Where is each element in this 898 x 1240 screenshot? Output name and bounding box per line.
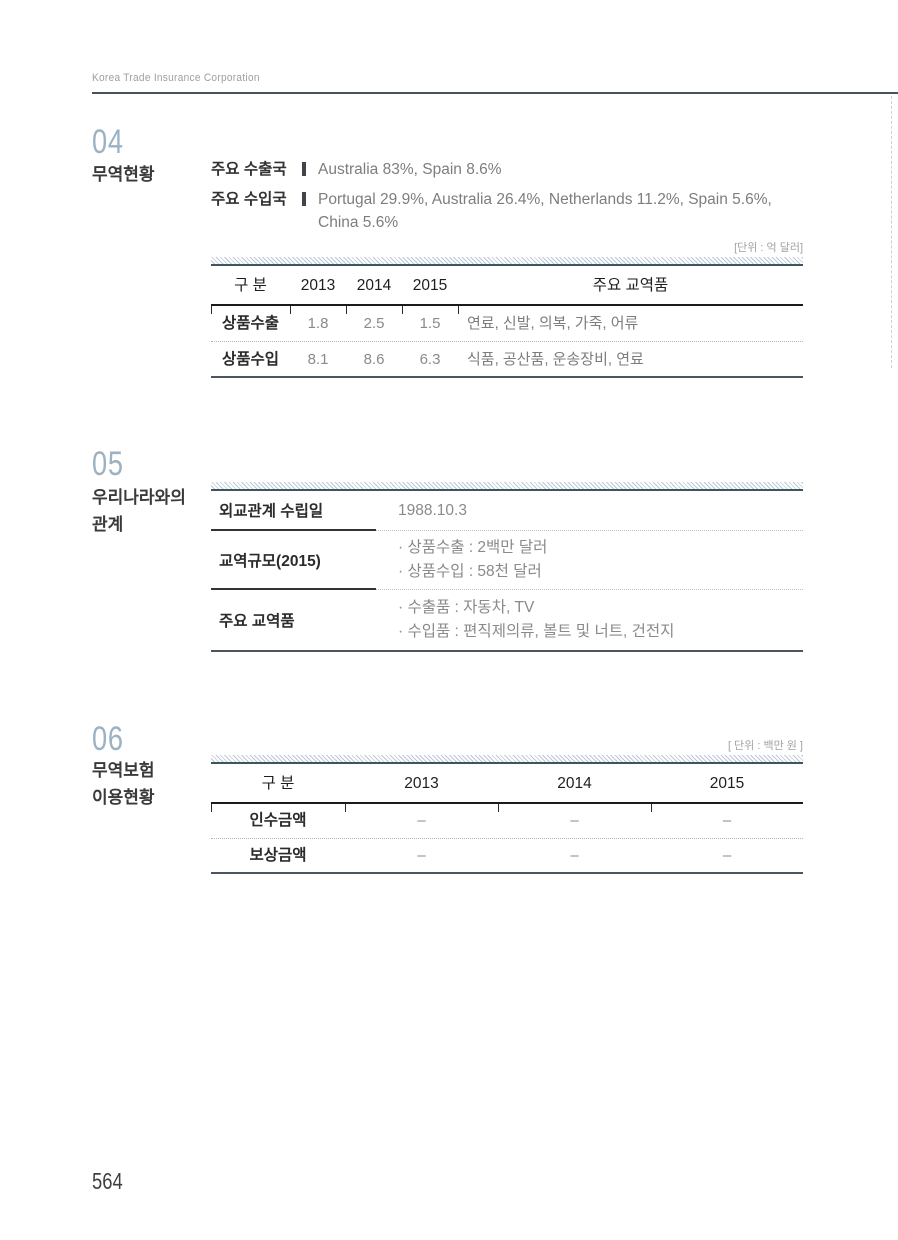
- table-row-main-goods: 주요 교역품 · 수출품 : 자동차, TV · 수입품 : 편직제의류, 볼트…: [211, 590, 803, 650]
- row-label: 보상금액: [249, 847, 307, 864]
- insurance-table-header-row: 구 분 2013 2014 2015: [211, 764, 803, 804]
- trade-volume-values: · 상품수출 : 2백만 달러 · 상품수입 : 58천 달러: [376, 531, 803, 590]
- column-header-2014: 2014: [356, 277, 392, 294]
- value-line: · 상품수출 : 2백만 달러: [398, 539, 548, 556]
- underwritten-2013-value: –: [417, 812, 426, 829]
- column-header-2015: 2015: [709, 775, 745, 792]
- export-countries-value: Australia 83%, Spain 8.6%: [318, 161, 502, 178]
- export-goods: 연료, 신발, 의복, 가죽, 어류: [467, 315, 639, 332]
- label-divider-bar: [302, 192, 306, 206]
- row-label: 교역규모(2015): [211, 531, 376, 590]
- value-line: · 상품수입 : 58천 달러: [398, 563, 542, 580]
- import-countries-value: Portugal 29.9%, Australia 26.4%, Netherl…: [318, 188, 772, 234]
- column-tick: [345, 804, 346, 812]
- import-2014-value: 8.6: [363, 351, 385, 368]
- table-row-trade-volume: 교역규모(2015) · 상품수출 : 2백만 달러 · 상품수입 : 58천 …: [211, 531, 803, 590]
- value-line: 1988.10.3: [398, 501, 467, 519]
- column-header-2013: 2013: [300, 277, 336, 294]
- table-row-compensation: 보상금액 – – –: [211, 838, 803, 872]
- column-tick: [498, 804, 499, 812]
- row-label: 외교관계 수립일: [211, 491, 376, 531]
- compensation-2013-value: –: [417, 847, 426, 864]
- section-06-title-line2: 이용현황: [92, 788, 155, 807]
- table-row-imports: 상품수입 8.1 8.6 6.3 식품, 공산품, 운송장비, 연료: [211, 341, 803, 376]
- import-2013-value: 8.1: [307, 351, 329, 368]
- row-label: 주요 교역품: [219, 613, 295, 630]
- header-divider: [92, 92, 898, 94]
- column-header-2015: 2015: [412, 277, 448, 294]
- import-countries-line2: China 5.6%: [318, 214, 399, 231]
- trade-table-header-row: 구 분 2013 2014 2015 주요 교역품: [211, 266, 803, 306]
- value-line: · 수입품 : 편직제의류, 볼트 및 너트, 건전지: [398, 623, 675, 640]
- page-number: 564: [92, 1168, 123, 1194]
- compensation-2014-value: –: [570, 847, 579, 864]
- column-tick: [290, 306, 291, 314]
- diplomatic-date-value: 1988.10.3: [376, 491, 803, 531]
- underwritten-2014-value: –: [570, 812, 579, 829]
- section-06-title-line1: 무역보험: [92, 761, 155, 780]
- page-edge-mark: [891, 96, 892, 368]
- column-header-category: 구 분: [261, 775, 295, 792]
- section-06-number: 06: [92, 720, 124, 758]
- section-04-number: 04: [92, 123, 124, 161]
- column-header-main-goods: 주요 교역품: [592, 277, 669, 294]
- row-label: 상품수입: [221, 351, 280, 368]
- column-tick: [651, 804, 652, 812]
- import-countries-line1: Portugal 29.9%, Australia 26.4%, Netherl…: [318, 191, 772, 208]
- import-2015-value: 6.3: [419, 351, 441, 368]
- column-header-2013: 2013: [404, 775, 439, 792]
- export-2015-value: 1.5: [419, 315, 441, 332]
- column-header-2014: 2014: [557, 775, 592, 792]
- export-countries-label: 주요 수출국: [211, 161, 287, 178]
- table-top-band: [211, 482, 803, 491]
- table-top-band: [211, 755, 803, 764]
- insurance-usage-table: 구 분 2013 2014 2015 인수금액 – – – 보상금액 – – –: [211, 764, 803, 874]
- section-05-title-line1: 우리나라와의: [92, 488, 186, 507]
- table-row-exports: 상품수출 1.8 2.5 1.5 연료, 신발, 의복, 가죽, 어류: [211, 306, 803, 341]
- compensation-2015-value: –: [722, 847, 732, 864]
- label-divider-bar: [302, 162, 306, 176]
- table-row-underwritten: 인수금액 – – –: [211, 804, 803, 838]
- import-countries-label: 주요 수입국: [211, 191, 287, 208]
- section-05-title: 우리나라와의 관계: [92, 484, 217, 538]
- row-label: 인수금액: [249, 812, 307, 829]
- trade-status-table: 구 분 2013 2014 2015 주요 교역품 상품수출 1.8 2.5 1…: [211, 266, 803, 378]
- import-countries-row: 주요 수입국 Portugal 29.9%, Australia 26.4%, …: [211, 188, 772, 234]
- section-05-title-line2: 관계: [92, 515, 124, 534]
- trade-table-body: 상품수출 1.8 2.5 1.5 연료, 신발, 의복, 가죽, 어류 상품수입…: [211, 306, 803, 378]
- unit-label-trade: [단위 : 억 달러]: [734, 242, 803, 254]
- export-countries-row: 주요 수출국 Australia 83%, Spain 8.6%: [211, 158, 502, 181]
- section-04-title: 무역현황: [92, 165, 155, 184]
- column-tick: [458, 306, 459, 314]
- unit-label-insurance: [ 단위 : 백만 원 ]: [727, 740, 803, 752]
- export-2014-value: 2.5: [363, 315, 385, 332]
- export-2013-value: 1.8: [307, 315, 329, 332]
- column-header-category: 구 분: [234, 277, 267, 294]
- row-label: 상품수출: [221, 315, 280, 332]
- insurance-table-body: 인수금액 – – – 보상금액 – – –: [211, 804, 803, 874]
- table-row-diplomatic-date: 외교관계 수립일 1988.10.3: [211, 491, 803, 531]
- underwritten-2015-value: –: [722, 812, 732, 829]
- section-06-title: 무역보험 이용현황: [92, 757, 217, 811]
- column-tick: [402, 306, 403, 314]
- table-top-band: [211, 257, 803, 266]
- korea-relations-table: 외교관계 수립일 1988.10.3 교역규모(2015) · 상품수출 : 2…: [211, 491, 803, 652]
- column-tick: [211, 306, 212, 314]
- import-goods: 식품, 공산품, 운송장비, 연료: [467, 351, 644, 368]
- section-05-number: 05: [92, 445, 124, 483]
- column-tick: [211, 804, 212, 812]
- organization-name: Korea Trade Insurance Corporation: [92, 72, 260, 84]
- column-tick: [346, 306, 347, 314]
- main-goods-values: · 수출품 : 자동차, TV · 수입품 : 편직제의류, 볼트 및 너트, …: [376, 590, 803, 650]
- value-line: · 수출품 : 자동차, TV: [398, 599, 535, 616]
